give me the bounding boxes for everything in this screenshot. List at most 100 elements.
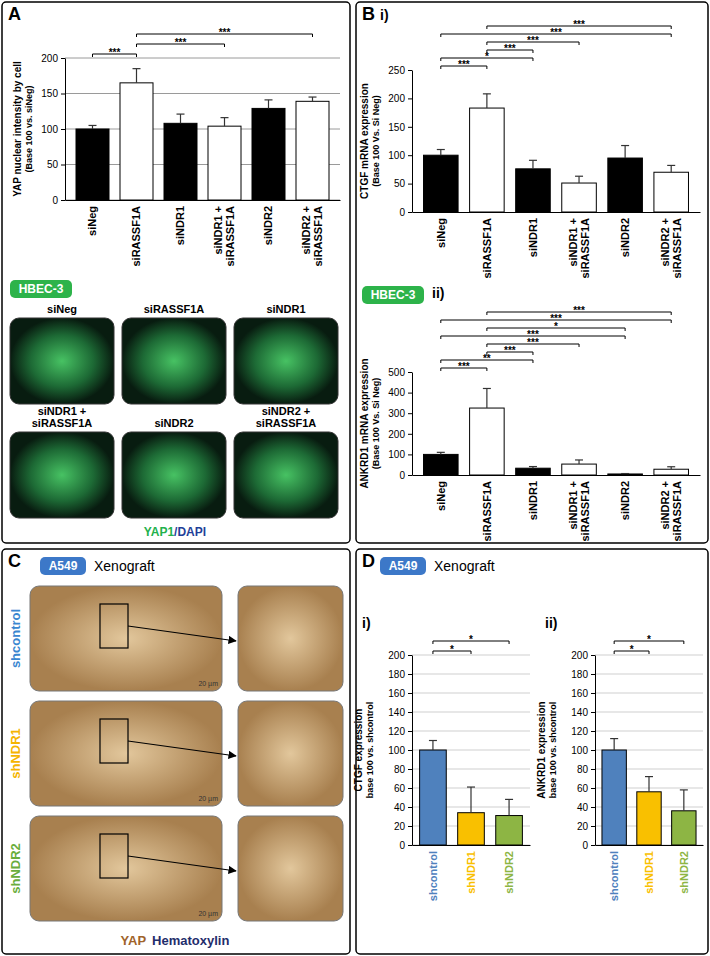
y-tick-label: 20 bbox=[394, 821, 406, 832]
y-tick-mark bbox=[408, 845, 412, 846]
y-tick: 100 bbox=[388, 150, 412, 161]
y-tick-label: 0 bbox=[52, 195, 58, 206]
error-cap bbox=[505, 799, 513, 800]
stain-label: Hematoxylin bbox=[152, 933, 229, 948]
y-axis-title: CTGF mRNA expression(Base 100 Vs. Si Neg… bbox=[359, 83, 381, 199]
significance-label: *** bbox=[175, 37, 187, 48]
significance-label: *** bbox=[573, 305, 585, 316]
y-tick-label: 50 bbox=[394, 178, 406, 189]
y-tick-label: 0 bbox=[582, 840, 588, 851]
error-cap bbox=[575, 176, 583, 177]
x-tick-label: siNDR1 +siRASSF1A bbox=[567, 218, 591, 279]
y-axis-line bbox=[412, 71, 413, 213]
x-axis: siNegsiRASSF1AsiNDR1siNDR1 +siRASSF1AsiN… bbox=[413, 475, 701, 542]
y-tick: 250 bbox=[388, 65, 412, 76]
error-cap bbox=[221, 117, 229, 118]
error-cap bbox=[467, 786, 475, 787]
bar bbox=[424, 454, 459, 475]
bar bbox=[120, 83, 153, 200]
error-cap bbox=[667, 466, 675, 467]
x-tick-label: shcontrol bbox=[427, 851, 439, 901]
stain-legend: YAPHematoxylin bbox=[121, 933, 230, 948]
x-tick-label: siRASSF1A bbox=[481, 218, 493, 279]
x-tick: siNDR1 +siRASSF1A bbox=[567, 475, 591, 542]
significance-label: * bbox=[630, 644, 634, 655]
error-bar bbox=[221, 118, 229, 127]
bar bbox=[424, 155, 459, 212]
y-tick-label: 100 bbox=[41, 124, 58, 135]
stain-label: YAP1 bbox=[144, 525, 175, 539]
error-cap bbox=[529, 466, 537, 467]
error-whisker bbox=[508, 799, 509, 815]
y-tick-label: 160 bbox=[571, 688, 588, 699]
y-axis-title: CTGF expressionbase 100 vs. shcontrol bbox=[353, 702, 375, 799]
error-bar bbox=[89, 125, 97, 129]
grid-line bbox=[412, 655, 530, 656]
y-tick-mark bbox=[591, 750, 595, 751]
y-tick-mark bbox=[591, 655, 595, 656]
significance-label: *** bbox=[550, 313, 562, 324]
panel-letter: D bbox=[362, 551, 375, 571]
y-tick: 200 bbox=[388, 93, 412, 104]
y-tick-label: 200 bbox=[41, 53, 58, 64]
error-cap bbox=[667, 165, 675, 166]
y-tick: 400 bbox=[388, 387, 412, 398]
y-tick-label: 150 bbox=[388, 122, 405, 133]
y-axis: 050100150200 bbox=[41, 53, 65, 206]
grid-line bbox=[595, 693, 703, 694]
y-tick-label: 180 bbox=[388, 669, 405, 680]
panel-frame bbox=[2, 549, 350, 954]
grid-line bbox=[595, 712, 703, 713]
y-tick: 180 bbox=[388, 669, 412, 680]
micrograph-label: siNeg bbox=[47, 303, 77, 315]
error-cap bbox=[89, 125, 97, 126]
y-tick: 180 bbox=[571, 669, 595, 680]
y-tick-mark bbox=[408, 393, 412, 394]
y-tick: 80 bbox=[577, 764, 595, 775]
y-tick-mark bbox=[408, 674, 412, 675]
y-tick: 80 bbox=[394, 764, 412, 775]
y-tick: 150 bbox=[388, 122, 412, 133]
panel-frame bbox=[356, 549, 708, 954]
error-whisker bbox=[648, 777, 649, 792]
plot-area bbox=[424, 388, 689, 475]
bar bbox=[496, 816, 523, 845]
significance-label: * bbox=[469, 634, 473, 645]
y-tick: 20 bbox=[577, 821, 595, 832]
grid-line bbox=[595, 655, 703, 656]
micrograph-label: siNDR1 +siRASSF1A bbox=[32, 405, 93, 429]
significance-label: *** bbox=[504, 345, 516, 356]
error-cap bbox=[483, 93, 491, 94]
scale-bar-label: 20 µm bbox=[198, 795, 218, 803]
y-tick-label: 140 bbox=[388, 707, 405, 718]
y-tick-label: 20 bbox=[577, 821, 589, 832]
bar bbox=[516, 169, 551, 212]
y-tick: 200 bbox=[41, 53, 65, 64]
x-tick: siNeg bbox=[435, 475, 447, 511]
micrograph bbox=[122, 432, 226, 518]
x-tick: siNeg bbox=[86, 200, 98, 236]
error-bar bbox=[505, 799, 513, 815]
plot-area bbox=[602, 739, 696, 845]
error-whisker bbox=[532, 160, 533, 169]
stain-label: /DAPI bbox=[174, 525, 206, 539]
y-tick-mark bbox=[61, 94, 65, 95]
y-tick: 40 bbox=[394, 802, 412, 813]
x-tick: siRASSF1A bbox=[481, 475, 493, 542]
x-tick-label: siNDR1 bbox=[174, 206, 186, 245]
x-tick: shcontrol bbox=[427, 845, 439, 901]
chart-title: i) bbox=[380, 7, 389, 23]
grid-line bbox=[595, 731, 703, 732]
y-tick-label: 100 bbox=[571, 745, 588, 756]
y-tick-mark bbox=[408, 826, 412, 827]
grid bbox=[595, 655, 703, 845]
y-tick-label: 40 bbox=[577, 802, 589, 813]
error-cap bbox=[265, 99, 273, 100]
grid-line bbox=[595, 674, 703, 675]
y-tick-label: 200 bbox=[388, 650, 405, 661]
x-tick-label: siNDR2 bbox=[619, 481, 631, 520]
error-whisker bbox=[578, 460, 579, 464]
cell-line-label: A549 bbox=[389, 559, 418, 573]
error-whisker bbox=[486, 388, 487, 408]
micrograph bbox=[10, 432, 114, 518]
